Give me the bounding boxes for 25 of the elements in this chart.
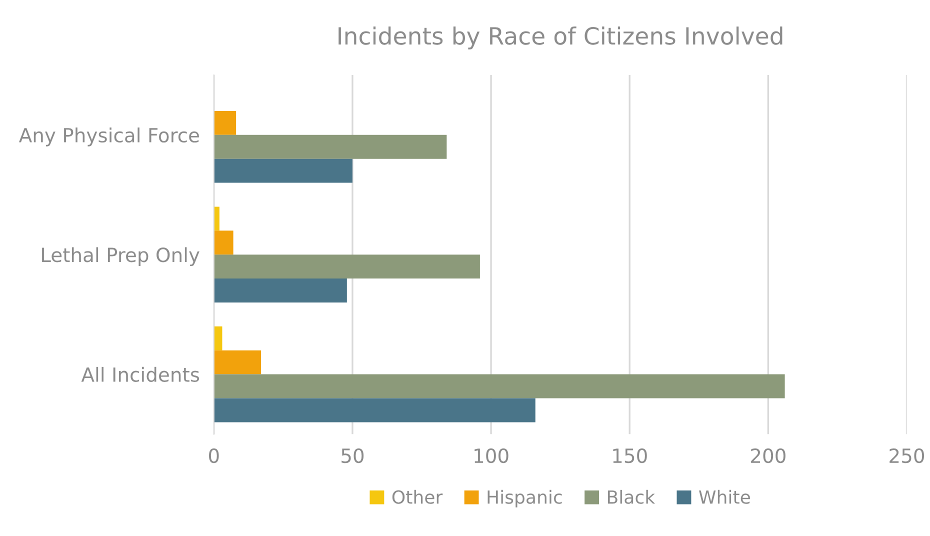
chart-title: Incidents by Race of Citizens Involved [338, 26, 782, 50]
bar [214, 278, 347, 302]
bar [214, 350, 262, 374]
bar [214, 326, 222, 350]
x-tick-label: 250 [890, 448, 924, 464]
x-tick-label: 0 [208, 448, 219, 464]
x-tick-label: 200 [751, 448, 786, 464]
legend-label: White [699, 490, 750, 504]
bar [214, 374, 785, 398]
bar [214, 230, 234, 255]
x-tick-label: 50 [342, 448, 364, 464]
legend-label: Black [608, 490, 656, 504]
bar [214, 398, 536, 422]
y-tick-label: All Incidents [81, 366, 200, 382]
legend-label: Other [392, 490, 443, 504]
legend-label: Hispanic [488, 490, 562, 508]
bar [214, 110, 236, 135]
bar [214, 254, 480, 279]
bar [214, 206, 220, 231]
x-tick-label: 150 [613, 448, 647, 464]
y-tick-label: Any Physical Force [18, 128, 199, 146]
x-tick-label: 100 [474, 448, 508, 464]
bar [214, 158, 352, 183]
bar [214, 134, 447, 159]
y-tick-label: Lethal Prep Only [42, 247, 200, 266]
